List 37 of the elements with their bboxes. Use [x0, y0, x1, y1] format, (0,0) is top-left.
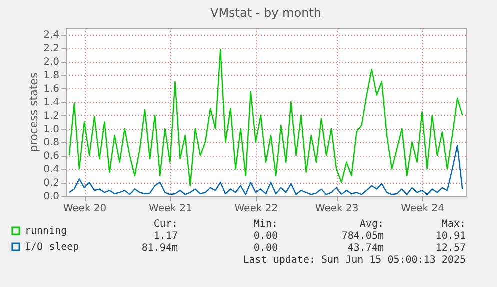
- y-tick-label: 0.0: [44, 192, 60, 202]
- text: Avg:: [360, 219, 384, 230]
- text: Last update: Sun Jun 15 05:00:13 2025: [243, 255, 466, 266]
- y-tick-label: 1.6: [44, 84, 60, 95]
- text: 784.05m: [342, 231, 384, 242]
- text: Min:: [254, 219, 278, 230]
- line-series: [68, 48, 464, 187]
- text: 12.57: [436, 243, 466, 254]
- text: 0.00: [254, 243, 278, 254]
- legend-label: I/O sleep: [25, 242, 80, 253]
- text: Cur:: [154, 219, 178, 230]
- y-tick-label: 1.2: [44, 110, 60, 122]
- y-tick-label: 2.0: [44, 57, 60, 68]
- chart-title: VMstat - by month: [210, 6, 322, 20]
- x-tick-label: Week 21: [149, 204, 192, 214]
- text: 10.91: [436, 231, 466, 242]
- y-tick-label: 1.0: [44, 124, 60, 136]
- y-tick-label: 0.2: [44, 178, 60, 190]
- line-series: [68, 145, 464, 196]
- y-tick-label: 2.4: [44, 30, 60, 42]
- y-axis-title: process states: [28, 72, 41, 152]
- text: 81.94m: [142, 243, 178, 254]
- x-tick-label: Week 24: [401, 204, 444, 214]
- y-tick-label: 0.8: [44, 138, 60, 149]
- x-tick-label: Week 20: [63, 204, 107, 214]
- text: 43.74m: [348, 243, 384, 254]
- x-tick-label: Week 23: [315, 204, 359, 214]
- y-tick-label: 1.4: [44, 97, 60, 108]
- x-tick-label: Week 22: [234, 204, 278, 214]
- text: 1.17: [154, 231, 178, 242]
- y-tick-label: 0.6: [44, 151, 60, 162]
- text: 0.00: [254, 231, 278, 242]
- legend-label: running: [25, 226, 68, 237]
- text: Max:: [442, 219, 466, 230]
- y-tick-label: 1.8: [44, 70, 60, 82]
- y-tick-label: 2.2: [44, 44, 60, 55]
- y-tick-label: 0.4: [44, 164, 60, 176]
